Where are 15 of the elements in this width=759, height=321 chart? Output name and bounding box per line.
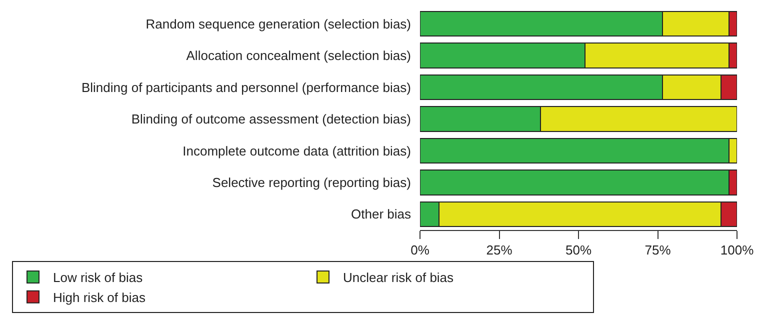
x-tick-label: 100% (720, 242, 754, 258)
y-tick-label: Blinding of participants and personnel (performance bias) (81, 80, 411, 95)
y-tick-label: Other bias (351, 206, 412, 222)
y-tick-label: Incomplete outcome data (attrition bias) (182, 143, 411, 158)
x-tick-label: 50% (565, 242, 592, 258)
legend-label: High risk of bias (53, 290, 146, 305)
x-tick-label: 0% (410, 242, 430, 258)
y-tick-label: Random sequence generation (selection bias) (146, 16, 411, 32)
y-tick-label: Blinding of outcome assessment (detection bias) (131, 112, 411, 127)
x-tick-label: 25% (486, 242, 513, 258)
x-tick-label: 75% (644, 242, 672, 258)
legend-label: Unclear risk of bias (343, 270, 454, 286)
y-tick-label: Allocation concealment (selection bias) (186, 48, 411, 64)
y-tick-label: Selective reporting (reporting bias) (212, 174, 411, 190)
legend-label: Low risk of bias (53, 270, 144, 286)
